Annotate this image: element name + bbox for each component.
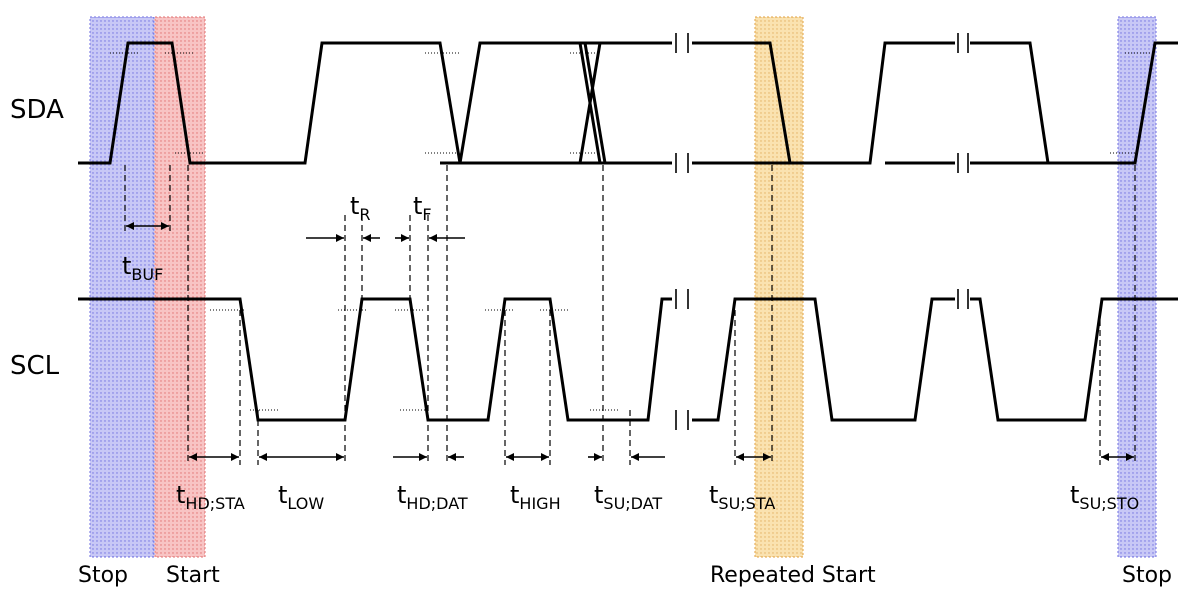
t-su-sto-label: tSU;STO <box>1070 481 1139 513</box>
t-su-dat-label: tSU;DAT <box>594 481 662 513</box>
t-buf-label: tBUF <box>122 252 163 284</box>
scl-waveform <box>78 297 1178 422</box>
reference-lines <box>124 165 1136 465</box>
stop-label-right: Stop <box>1122 563 1172 588</box>
repeated-start-band <box>754 16 804 558</box>
sda-break-marks <box>675 33 969 173</box>
stop-band-left <box>89 16 155 558</box>
t-f-label: tF <box>413 192 432 224</box>
t-low-label: tLOW <box>278 481 324 513</box>
sda-label: SDA <box>10 95 64 125</box>
scl-break-marks <box>675 289 969 430</box>
start-label: Start <box>166 563 220 588</box>
t-hd-dat-label: tHD;DAT <box>397 481 468 513</box>
threshold-markers <box>110 52 1150 411</box>
t-r-label: tR <box>350 192 371 224</box>
t-su-sta-label: tSU;STA <box>709 481 775 513</box>
start-band <box>154 16 206 558</box>
stop-label-left: Stop <box>78 563 128 588</box>
t-high-label: tHIGH <box>510 481 561 513</box>
repeated-start-label: Repeated Start <box>710 563 876 588</box>
stop-band-right <box>1117 16 1157 558</box>
scl-label: SCL <box>10 351 60 381</box>
timing-arrows <box>126 222 1134 461</box>
t-hd-sta-label: tHD;STA <box>176 481 245 513</box>
sda-waveform <box>78 41 1178 165</box>
